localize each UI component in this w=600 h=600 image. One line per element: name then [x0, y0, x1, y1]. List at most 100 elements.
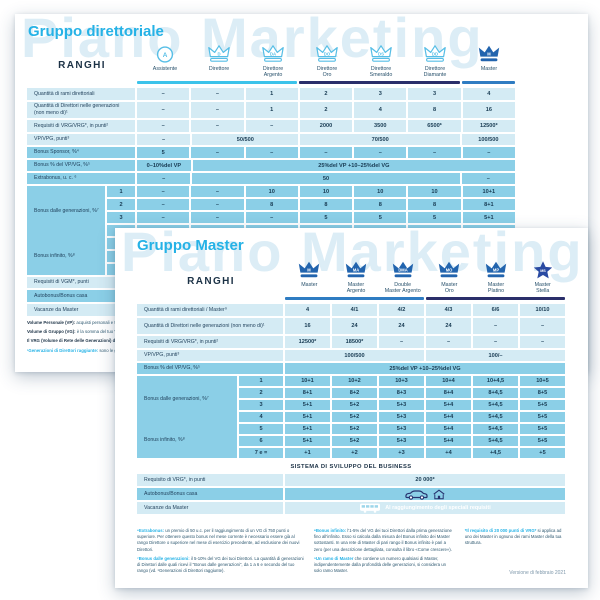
row-label: Quantità di Direttori nelle generazioni …: [27, 102, 135, 118]
row-label: VP/VPG, punti³: [27, 134, 135, 145]
generation-row: 7 e = +1 +2 +3 +4 +4,5 +5: [239, 448, 565, 458]
table-cell: 8+4,5: [473, 388, 518, 398]
svg-text:MS: MS: [540, 269, 546, 273]
rank-column-header: DMA Double Master Argento: [380, 260, 425, 295]
row-label: Autobonus/Bonus casa: [137, 488, 283, 500]
footnote-lead: ⁹Un ramo di Master: [313, 555, 354, 561]
table-cell: 4/2: [379, 304, 424, 316]
generation-row: 4 5+1 5+2 5+3 5+4 5+4,5 5+5: [239, 412, 565, 422]
table-cell: 5+3: [379, 412, 424, 422]
watermark-text: Piano Marketing: [21, 14, 484, 69]
table-cell: 8: [354, 199, 407, 210]
table-cell: 1: [245, 102, 298, 118]
table-cell: 10: [354, 186, 407, 197]
footnote: ⁸Bonus infinito: l'1-5% del VG dei tuoi …: [313, 528, 452, 552]
generation-number: 7 e =: [239, 448, 283, 458]
rank-label: Direttore: [208, 66, 230, 72]
table-cell: 5+1: [285, 436, 330, 446]
table-cell: 5+5: [520, 424, 565, 434]
table-cell: 8+1: [285, 388, 330, 398]
rank-group-bar: [426, 297, 565, 300]
row-content: 20 000*: [285, 474, 565, 486]
house-icon: [432, 489, 446, 500]
table-cell: –: [137, 212, 190, 223]
row-label: Vacanze da Master: [137, 502, 283, 514]
row-label: Autobonus/Bonus casa: [27, 290, 135, 302]
table-row: Quantità di Direttori nelle generazioni …: [137, 318, 565, 334]
car-icon: [404, 489, 428, 500]
crown-rank-icon: M: [297, 260, 321, 281]
table-cell: –: [461, 173, 515, 184]
assistant-circle-icon: A: [153, 44, 177, 65]
rank-table: RANGHI M Master MA Master Argento DMA Double M…: [137, 252, 565, 514]
rank-label: Master Platino: [487, 282, 505, 295]
footnote-column: *Il requisito di 20 000 punti di VRG* si…: [465, 528, 569, 578]
table-cell: 5: [408, 212, 461, 223]
table-cell: 2000: [299, 120, 353, 132]
rank-label: Master: [480, 66, 498, 72]
generation-group-label: Bonus dalle generazioni, %⁷: [144, 396, 209, 403]
crown-rank-icon: MA: [344, 260, 368, 281]
generation-number: 5: [239, 424, 283, 434]
rank-label: Double Master Argento: [384, 282, 421, 295]
table-cell: 25% del VP + 10–25% del VG: [285, 363, 565, 374]
generation-group-labels: Bonus dalle generazioni, %⁷ Bonus infinit…: [27, 186, 105, 275]
crown-rank-icon: D: [207, 44, 231, 65]
footnote-lead: Volume di Gruppo (VG):: [27, 329, 76, 335]
generation-row: 2– –8 8 8 8 8+1: [107, 199, 515, 210]
table-cell: 5+5: [520, 436, 565, 446]
table-cell: 2: [299, 102, 353, 118]
generation-number: 6: [239, 436, 283, 446]
row-label: Quantità di Direttori nelle generazioni …: [137, 318, 283, 334]
table-cell: –: [426, 336, 471, 348]
table-cell: 50/500: [192, 134, 299, 145]
footnote: ⁷Bonus dalle generazioni: il 5-10% del V…: [137, 555, 304, 574]
rank-column-header: DA Direttore Argento: [247, 44, 299, 79]
table-cell: 8: [245, 199, 298, 210]
rank-label: Master Argento: [346, 282, 366, 295]
footnote-lead: *Il requisito di 20 000 punti di VRG*: [464, 528, 537, 533]
table-cell: –: [354, 147, 407, 158]
star-rank-icon: MS: [531, 260, 555, 281]
table-cell: –: [191, 186, 244, 197]
svg-text:DD: DD: [432, 52, 438, 57]
svg-text:M: M: [487, 52, 491, 57]
footnote-lead: ⁶Extrabonus:: [137, 528, 165, 533]
crown-rank-icon: DS: [369, 44, 393, 65]
table-cell: +1: [285, 448, 330, 458]
rank-group-bar: [299, 81, 460, 84]
table-cell: –: [462, 147, 515, 158]
table-cell: –: [191, 102, 244, 118]
rank-group-bar: [137, 81, 298, 84]
generation-number: 3: [239, 400, 283, 410]
generation-row: 1– –10 10 10 10 10+1: [107, 186, 515, 197]
table-cell: –: [137, 186, 190, 197]
table-row: Quantità di rami direttoriali – –1 2 3 3 4: [27, 88, 515, 100]
table-cell: 5+4,5: [473, 436, 518, 446]
svg-text:MP: MP: [493, 268, 499, 273]
rank-header-row: RANGHI A Assistente D Direttore DA Direttore A…: [27, 36, 515, 79]
rank-group-bars: [137, 81, 515, 84]
table-cell: 24: [332, 318, 377, 334]
table-row: Bonus % del VP/VG, %⁵ 0–10% del VP 25% del…: [27, 160, 515, 171]
table-cell: –: [520, 336, 565, 348]
table-row: VP/VPG, punti³ 100/500 100/–: [137, 350, 565, 361]
crown-rank-icon: DA: [261, 44, 285, 65]
table-cell: 8+4: [426, 388, 471, 398]
table-cell: –: [137, 120, 190, 132]
rank-label: Master Oro: [441, 282, 458, 295]
table-cell: 2: [299, 88, 353, 100]
rank-label: Direttore Oro: [316, 66, 338, 79]
table-cell: –: [245, 212, 298, 223]
table-cell: 5+3: [379, 424, 424, 434]
table-row: Quantità di rami direttoriali / Master⁹ 4…: [137, 304, 565, 316]
generation-group-label: Bonus infinito, %⁸: [34, 252, 75, 259]
generation-group-label: Bonus dalle generazioni, %⁷: [34, 208, 99, 215]
rank-label: Assistente: [152, 66, 178, 72]
table-cell: 5: [354, 212, 407, 223]
table-cell: +4: [426, 448, 471, 458]
page-gruppo-master: Piano Marketing Gruppo Master ⁶Extrabonu…: [115, 228, 588, 588]
table-cell: 6500*: [408, 120, 461, 132]
table-cell: 5+1: [285, 424, 330, 434]
